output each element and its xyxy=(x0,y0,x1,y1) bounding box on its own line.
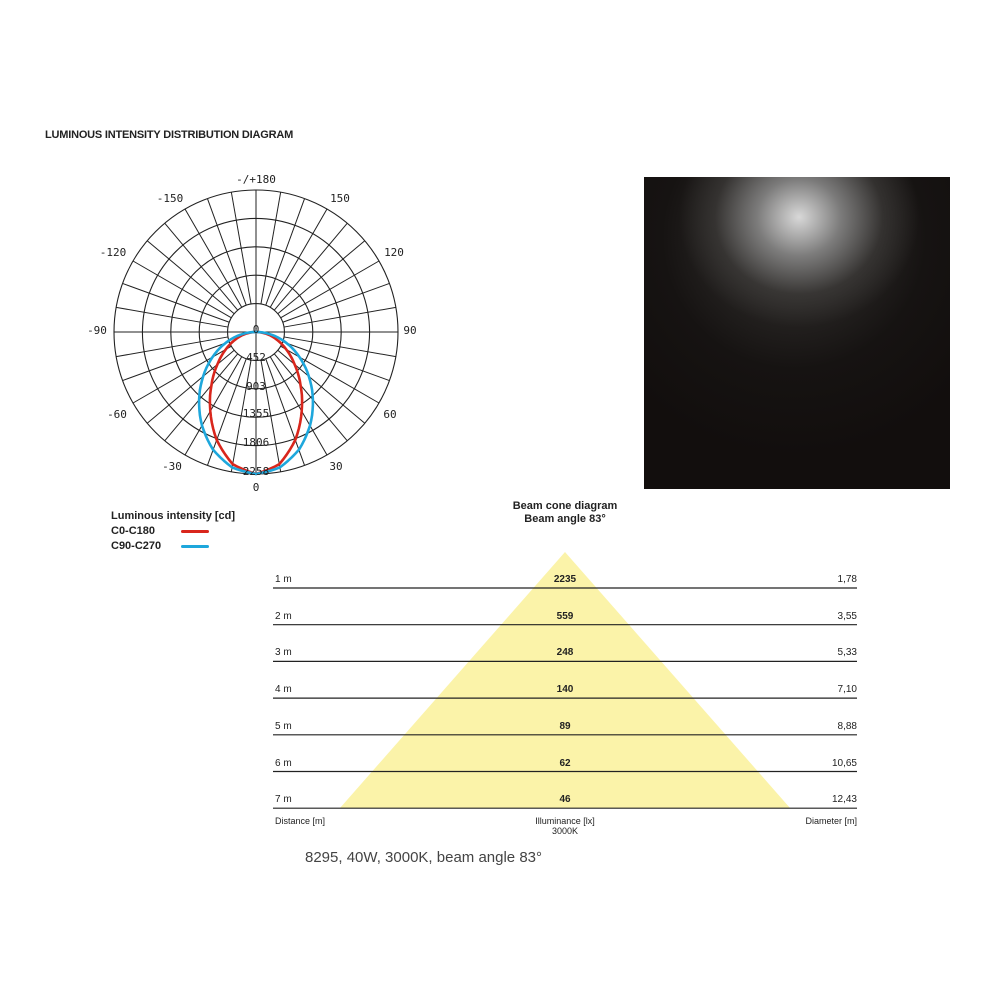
polar-spoke xyxy=(230,359,252,472)
distance-cell: 7 m xyxy=(275,794,292,806)
legend-item-c90: C90-C270 xyxy=(111,539,235,554)
polar-spoke xyxy=(269,356,328,456)
polar-spoke xyxy=(269,208,328,308)
ring-label: 1355 xyxy=(243,407,270,420)
illuminance-cell: 89 xyxy=(559,720,571,732)
polar-spoke xyxy=(230,192,252,305)
angle-label: 90 xyxy=(403,324,416,337)
distance-cell: 2 m xyxy=(275,610,292,622)
legend-title: Luminous intensity [cd] xyxy=(111,510,236,522)
product-spec: 8295, 40W, 3000K, beam angle 83° xyxy=(305,849,543,866)
polar-spoke xyxy=(277,240,366,315)
illuminance-cell: 46 xyxy=(559,794,571,806)
diameter-cell: 12,43 xyxy=(831,794,857,806)
polar-legend: Luminous intensity [cd] C0-C180 C90-C270 xyxy=(111,509,235,554)
polar-spoke xyxy=(122,341,230,382)
polar-spoke xyxy=(277,349,366,424)
ring-label: 452 xyxy=(246,351,266,364)
polar-spoke xyxy=(265,358,306,466)
illuminance-cell: 2235 xyxy=(553,574,577,585)
ring-label: 1806 xyxy=(243,436,270,449)
illuminance-header: Illuminance [lx] 3000K xyxy=(465,816,665,836)
ring-label: 903 xyxy=(246,380,266,393)
polar-spoke xyxy=(164,222,239,311)
angle-label: 0 xyxy=(253,323,260,336)
diameter-cell: 3,55 xyxy=(837,610,857,622)
legend-swatch-red xyxy=(181,530,209,533)
distance-cell: 1 m xyxy=(275,574,292,585)
polar-spoke xyxy=(283,306,396,328)
page-title: LUMINOUS INTENSITY DISTRIBUTION DIAGRAM xyxy=(45,129,294,141)
polar-spoke xyxy=(206,198,247,306)
legend-item-c0: C0-C180 xyxy=(111,524,235,539)
legend-swatch-blue xyxy=(181,545,209,548)
cct-label: 3000K xyxy=(551,826,579,836)
angle-label: -30 xyxy=(162,460,182,473)
angle-label: 120 xyxy=(384,246,404,259)
angle-label: -90 xyxy=(87,324,107,337)
polar-spoke xyxy=(122,282,230,323)
polar-spoke xyxy=(282,341,390,382)
illuminance-cell: 559 xyxy=(556,610,574,622)
illuminance-label: Illuminance [lx] xyxy=(535,816,595,826)
distance-cell: 6 m xyxy=(275,757,292,769)
polar-spoke xyxy=(260,192,282,305)
angle-label: 150 xyxy=(330,192,350,205)
polar-spoke xyxy=(265,198,306,306)
angle-label: -/+180 xyxy=(236,173,276,186)
illuminance-cell: 140 xyxy=(556,684,574,696)
angle-label: 30 xyxy=(329,460,342,473)
diameter-cell: 10,65 xyxy=(831,757,857,769)
diameter-cell: 1,78 xyxy=(837,574,857,585)
polar-spoke xyxy=(273,222,348,311)
polar-spoke xyxy=(206,358,247,466)
distance-cell: 4 m xyxy=(275,684,292,696)
distance-header: Distance [m] xyxy=(275,816,326,826)
beam-angle-label: Beam angle 83° xyxy=(524,513,606,525)
beam-cone-title: Beam cone diagram Beam angle 83° xyxy=(465,500,665,526)
beam-cone-heading: Beam cone diagram xyxy=(512,500,618,512)
polar-spoke xyxy=(260,359,282,472)
distance-cell: 3 m xyxy=(275,647,292,659)
angle-label: 60 xyxy=(383,408,396,421)
polar-spoke xyxy=(116,336,229,358)
angle-label: -150 xyxy=(157,192,184,205)
light-beam-photo xyxy=(644,177,950,489)
polar-spoke xyxy=(184,356,243,456)
illuminance-cell: 62 xyxy=(559,757,571,769)
legend-label: C90-C270 xyxy=(111,540,162,552)
polar-spoke xyxy=(273,353,348,442)
polar-spoke xyxy=(184,208,243,308)
polar-spoke xyxy=(282,282,390,323)
diameter-cell: 7,10 xyxy=(837,684,857,696)
legend-label: C0-C180 xyxy=(111,525,156,537)
illuminance-cell: 248 xyxy=(556,647,574,659)
distance-cell: 5 m xyxy=(275,720,292,732)
polar-spoke xyxy=(132,260,232,319)
angle-label: 0 xyxy=(253,481,260,494)
beam-cone-shape xyxy=(340,552,790,808)
polar-spoke xyxy=(283,336,396,358)
polar-spoke xyxy=(146,349,235,424)
diameter-cell: 8,88 xyxy=(837,720,857,732)
curve-c90-c270 xyxy=(197,330,315,476)
angle-label: -60 xyxy=(107,408,127,421)
polar-spoke xyxy=(280,260,380,319)
diameter-cell: 5,33 xyxy=(837,647,857,659)
polar-spoke xyxy=(116,306,229,328)
ring-label: 2258 xyxy=(243,465,270,478)
diameter-header: Diameter [m] xyxy=(805,816,857,826)
polar-spoke xyxy=(146,240,235,315)
angle-label: -120 xyxy=(100,246,127,259)
polar-spoke xyxy=(164,353,239,442)
